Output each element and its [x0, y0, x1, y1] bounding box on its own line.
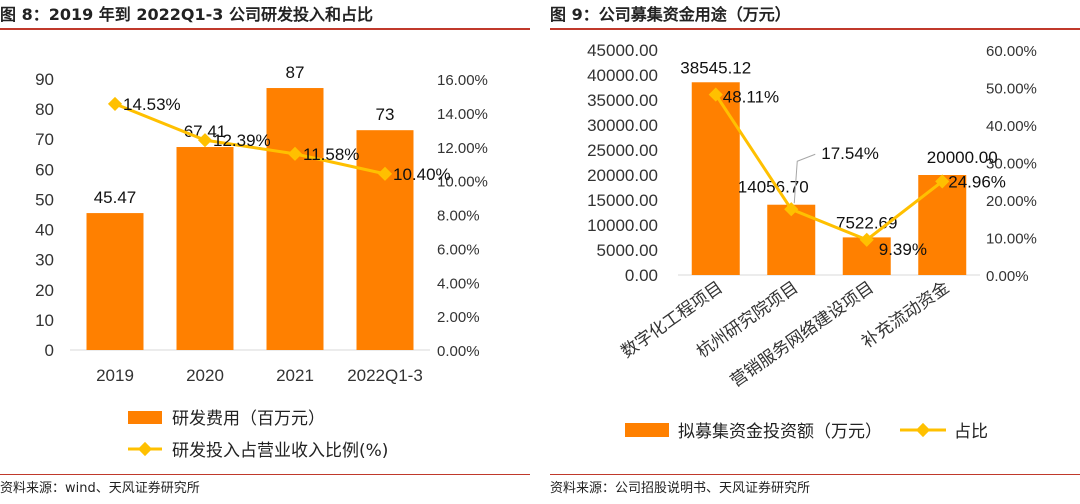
x-tick-label: 2020: [186, 366, 224, 385]
y-right-tick: 16.00%: [437, 72, 488, 89]
source-note: 资料来源：公司招股说明书、天风证券研究所: [550, 481, 811, 496]
line-value-label: 9.39%: [879, 240, 927, 259]
bar-value-label: 45.47: [94, 188, 137, 207]
bar-value-label: 20000.00: [927, 148, 998, 167]
line-point-marker: [935, 174, 950, 189]
y-left-tick: 20000.00: [587, 166, 658, 185]
y-right-tick: 10.00%: [437, 174, 488, 191]
legend-line-marker: [137, 441, 153, 457]
y-left-tick: 80: [35, 100, 54, 119]
y-left-tick: 50: [35, 190, 54, 209]
line-value-label: 48.11%: [723, 88, 779, 107]
y-left-tick: 25000.00: [587, 141, 658, 160]
y-right-tick: 8.00%: [437, 208, 480, 225]
bar: [176, 147, 234, 350]
line-value-label: 10.40%: [393, 165, 451, 184]
rd-chart: 0 10 20 30 40 50 60 70 80 90 0.00% 2.00% 4.00% 6.00% 8…: [35, 63, 488, 461]
title-rule: [0, 28, 530, 30]
y-right-tick: 14.00%: [437, 106, 488, 123]
source-rule: [550, 474, 1080, 475]
bar-value-label: 14056.70: [738, 178, 809, 197]
y-right-tick: 50.00%: [986, 81, 1037, 98]
line-value-label: 24.96%: [948, 172, 1006, 191]
legend-line-marker: [915, 422, 931, 438]
chart-title: 图 8：2019 年到 2022Q1-3 公司研发投入和占比: [0, 5, 373, 24]
bar-value-label: 38545.12: [680, 58, 751, 77]
y-right-tick: 60.00%: [986, 43, 1037, 60]
y-left-tick: 45000.00: [587, 41, 658, 60]
line-value-label: 17.54%: [821, 144, 879, 163]
bar: [266, 88, 324, 351]
source-note: 资料来源：wind、天风证券研究所: [0, 481, 200, 496]
legend-line-label: 研发投入占营业收入比例(%): [172, 441, 388, 461]
bar: [86, 213, 144, 350]
y-left-tick: 60: [35, 160, 54, 179]
bar-value-label: 87: [286, 63, 305, 82]
legend-bar-swatch: [128, 411, 162, 424]
x-tick-label: 2022Q1-3: [347, 366, 423, 385]
y-left-tick: 30000.00: [587, 116, 658, 135]
line-point-marker: [107, 96, 123, 111]
y-left-tick: 40000.00: [587, 66, 658, 85]
bar: [356, 130, 414, 350]
chart-panel-right: 图 9：公司募集资金用途（万元） 0.00 5000.00 10000.00 1500…: [550, 0, 1080, 504]
line-point-marker: [859, 232, 874, 247]
y-right-tick: 2.00%: [437, 309, 480, 326]
line-point-marker: [708, 87, 723, 102]
funds-chart: 0.00 5000.00 10000.00 15000.00 20000.00 25000…: [587, 41, 1037, 442]
line-point-marker: [377, 166, 393, 181]
y-left-tick: 90: [35, 70, 54, 89]
y-right-tick: 0.00%: [437, 343, 480, 360]
bar: [691, 82, 740, 275]
y-right-tick: 0.00%: [986, 268, 1029, 285]
y-right-tick: 20.00%: [986, 193, 1037, 210]
y-right-tick: 10.00%: [986, 231, 1037, 248]
y-left-tick: 0: [45, 341, 54, 360]
y-right-tick: 4.00%: [437, 275, 480, 292]
source-rule: [0, 474, 530, 475]
y-left-tick: 10: [35, 311, 54, 330]
y-left-tick: 35000.00: [587, 91, 658, 110]
chart-panel-left: 图 8：2019 年到 2022Q1-3 公司研发投入和占比 0 10 20 30 40…: [0, 0, 530, 504]
y-left-tick: 40: [35, 221, 54, 240]
ratio-line: [114, 102, 386, 176]
label-leader-line: [793, 153, 816, 204]
legend-bar-label: 拟募集资金投资额（万元）: [678, 422, 882, 442]
line-value-label: 14.53%: [123, 95, 181, 114]
line-value-label: 12.39%: [213, 131, 271, 150]
bar: [918, 175, 967, 275]
line-point-marker: [197, 133, 213, 148]
y-left-tick: 30: [35, 251, 54, 270]
line-point-marker: [784, 202, 799, 217]
y-left-tick: 0.00: [625, 266, 658, 285]
ratio-line: [714, 93, 944, 242]
legend-line-label: 占比: [954, 422, 988, 442]
bar-value-label: 73: [376, 105, 395, 124]
y-left-tick: 5000.00: [597, 241, 658, 260]
x-tick-label: 营销服务网络建设项目: [727, 278, 877, 391]
y-right-tick: 40.00%: [986, 118, 1037, 135]
y-left-tick: 15000.00: [587, 191, 658, 210]
y-right-tick: 30.00%: [986, 156, 1037, 173]
title-rule: [550, 28, 1080, 30]
y-left-tick: 20: [35, 281, 54, 300]
line-point-marker: [287, 146, 303, 161]
y-left-tick: 70: [35, 130, 54, 149]
legend-bar-label: 研发费用（百万元）: [172, 409, 325, 429]
line-value-label: 11.58%: [303, 145, 359, 164]
y-left-tick: 10000.00: [587, 216, 658, 235]
y-right-tick: 6.00%: [437, 241, 480, 258]
x-tick-label: 2019: [96, 366, 134, 385]
y-right-tick: 12.00%: [437, 140, 488, 157]
x-tick-label: 2021: [276, 366, 314, 385]
chart-title: 图 9：公司募集资金用途（万元）: [550, 5, 791, 24]
legend-bar-swatch: [625, 423, 669, 437]
